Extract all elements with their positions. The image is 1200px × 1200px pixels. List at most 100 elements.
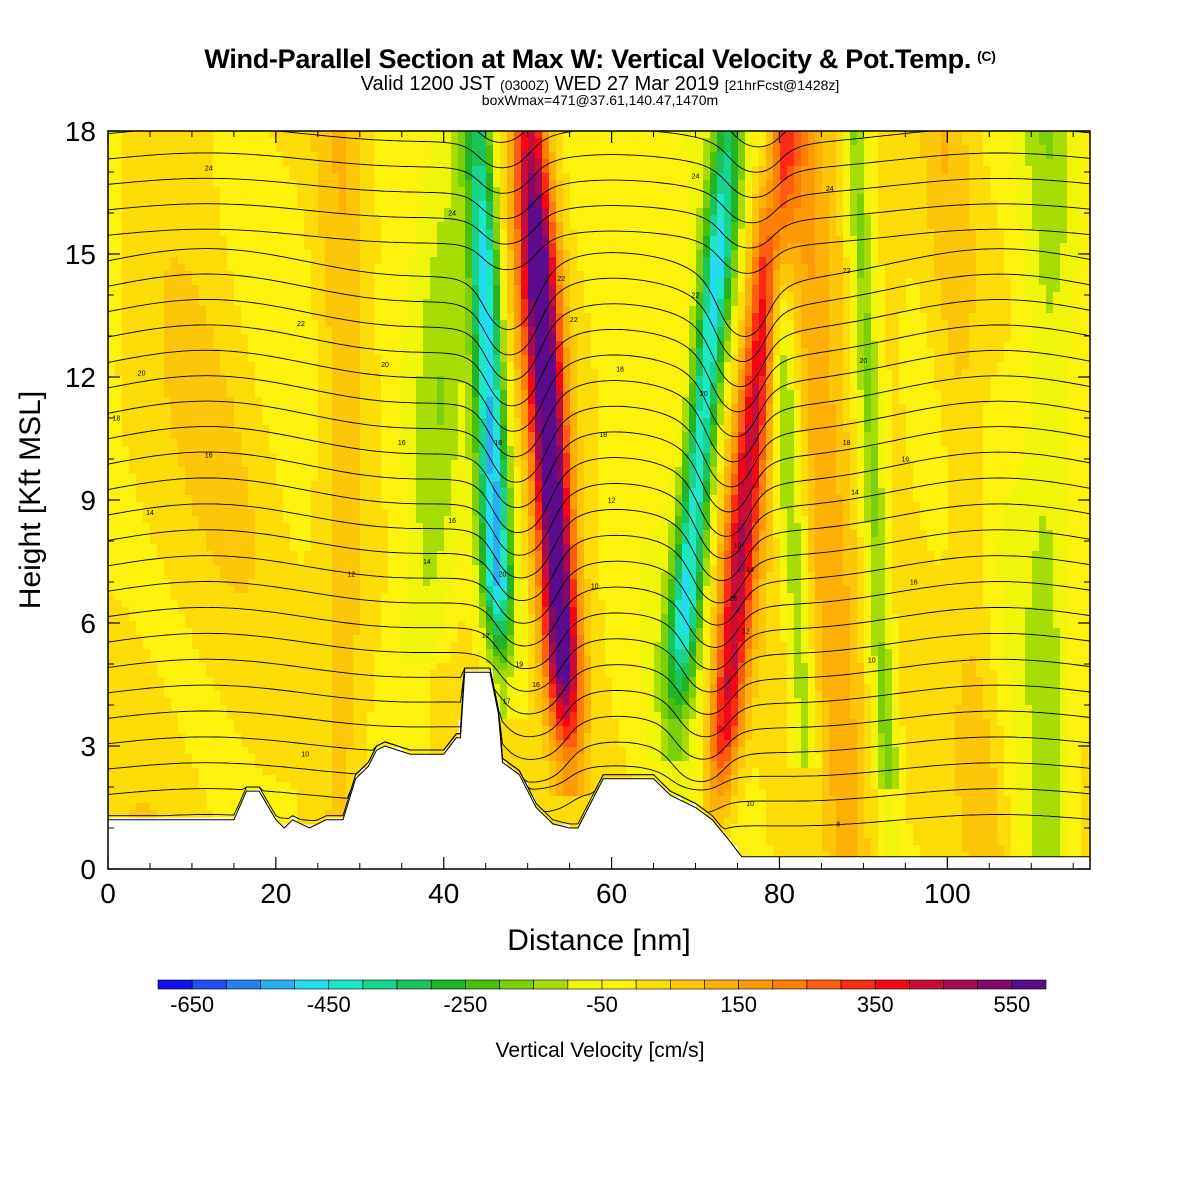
w-cell <box>1053 159 1061 167</box>
w-cell <box>605 306 613 314</box>
w-cell <box>283 369 291 377</box>
w-cell <box>290 292 298 300</box>
w-cell <box>360 138 368 146</box>
w-cell <box>556 215 564 223</box>
w-cell <box>836 145 844 153</box>
w-cell <box>535 257 543 265</box>
w-cell <box>976 320 984 328</box>
w-cell <box>661 243 669 251</box>
w-cell <box>920 131 928 139</box>
w-cell <box>178 264 186 272</box>
w-cell <box>311 348 319 356</box>
w-cell <box>570 201 578 209</box>
w-cell <box>507 166 515 174</box>
w-cell <box>199 355 207 363</box>
w-cell <box>500 320 508 328</box>
w-cell <box>521 187 529 195</box>
w-cell <box>773 341 781 349</box>
w-cell <box>1088 264 1090 272</box>
w-cell <box>962 152 970 160</box>
w-cell <box>577 236 585 244</box>
w-cell <box>157 166 165 174</box>
w-cell <box>381 313 389 321</box>
w-cell <box>1032 187 1040 195</box>
w-cell <box>577 271 585 279</box>
w-cell <box>381 208 389 216</box>
w-cell <box>955 173 963 181</box>
w-cell <box>878 180 886 188</box>
w-cell <box>948 229 956 237</box>
w-cell <box>780 243 788 251</box>
w-cell <box>948 215 956 223</box>
w-cell <box>1011 187 1019 195</box>
w-cell <box>311 292 319 300</box>
w-cell <box>927 271 935 279</box>
w-cell <box>997 243 1005 251</box>
w-cell <box>1032 229 1040 237</box>
w-cell <box>234 180 242 188</box>
w-cell <box>122 187 130 195</box>
w-cell <box>192 334 200 342</box>
w-cell <box>395 376 403 384</box>
w-cell <box>815 348 823 356</box>
w-cell <box>1067 369 1075 377</box>
w-cell <box>150 257 158 265</box>
w-cell <box>850 327 858 335</box>
w-cell <box>815 334 823 342</box>
w-cell <box>283 222 291 230</box>
w-cell <box>563 355 571 363</box>
w-cell <box>584 264 592 272</box>
w-cell <box>612 299 620 307</box>
w-cell <box>955 208 963 216</box>
w-cell <box>171 327 179 335</box>
w-cell <box>668 362 676 370</box>
w-cell <box>906 362 914 370</box>
w-cell <box>696 271 704 279</box>
w-cell <box>1074 131 1082 139</box>
w-cell <box>157 145 165 153</box>
w-cell <box>262 348 270 356</box>
w-cell <box>724 341 732 349</box>
w-cell <box>570 173 578 181</box>
w-cell <box>570 271 578 279</box>
w-cell <box>815 145 823 153</box>
w-cell <box>500 355 508 363</box>
w-cell <box>269 369 277 377</box>
w-cell <box>549 299 557 307</box>
w-cell <box>514 285 522 293</box>
w-cell <box>612 362 620 370</box>
w-cell <box>1088 355 1090 363</box>
w-cell <box>612 215 620 223</box>
w-cell <box>227 292 235 300</box>
w-cell <box>878 229 886 237</box>
w-cell <box>374 257 382 265</box>
w-cell <box>437 201 445 209</box>
w-cell <box>612 180 620 188</box>
w-cell <box>521 180 529 188</box>
w-cell <box>227 257 235 265</box>
w-cell <box>787 145 795 153</box>
w-cell <box>633 180 641 188</box>
w-cell <box>472 138 480 146</box>
w-cell <box>556 327 564 335</box>
w-cell <box>108 243 116 251</box>
w-cell <box>255 327 263 335</box>
w-cell <box>360 327 368 335</box>
w-cell <box>493 313 501 321</box>
w-cell <box>654 278 662 286</box>
w-cell <box>283 348 291 356</box>
w-cell <box>1011 250 1019 258</box>
w-cell <box>157 243 165 251</box>
w-cell <box>612 187 620 195</box>
w-cell <box>675 306 683 314</box>
w-cell <box>185 173 193 181</box>
w-cell <box>787 313 795 321</box>
w-cell <box>829 292 837 300</box>
w-cell <box>241 264 249 272</box>
w-cell <box>360 187 368 195</box>
w-cell <box>402 320 410 328</box>
w-cell <box>507 348 515 356</box>
w-cell <box>290 173 298 181</box>
w-cell <box>500 166 508 174</box>
w-cell <box>605 131 613 139</box>
